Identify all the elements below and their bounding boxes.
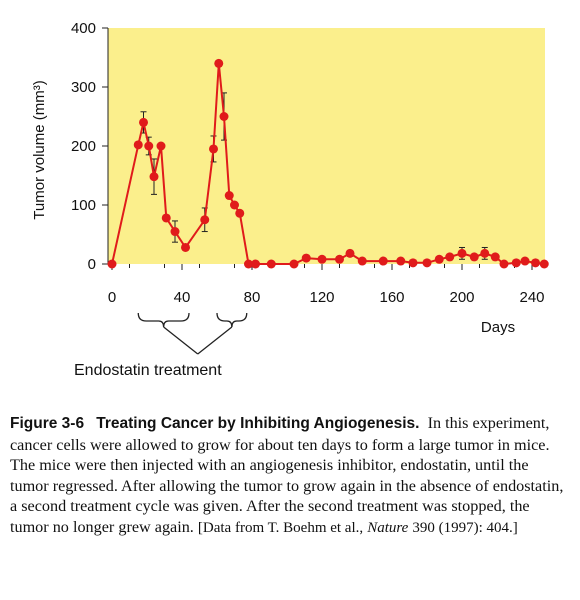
y-tick-label: 200 (71, 138, 96, 155)
treatment-braces (137, 312, 248, 355)
data-point (139, 117, 148, 127)
data-point (219, 112, 229, 121)
data-point (520, 256, 530, 266)
data-point (378, 256, 388, 266)
caption-source-prefix: [Data from T. Boehm et al., (197, 519, 364, 536)
x-tick-label: 80 (244, 289, 261, 306)
x-axis-ticks: 0 40 80 120 160 200 240 (108, 264, 545, 306)
data-point (480, 248, 490, 258)
tumor-volume-chart: 0 100 200 300 400 0 40 80 120 160 200 240 Tumor vo… (31, 20, 549, 379)
data-point (230, 200, 239, 210)
plot-background (108, 28, 545, 264)
caption-source-suffix: 390 (1997): 404.] (412, 519, 518, 536)
data-point (511, 258, 521, 268)
data-point (224, 191, 234, 201)
data-point (200, 215, 210, 225)
figure-label: Figure 3-6 (10, 415, 85, 432)
x-tick-label: 160 (379, 289, 404, 306)
data-point (149, 172, 159, 182)
data-point (107, 259, 117, 269)
data-point (335, 254, 344, 264)
data-point (434, 254, 444, 264)
data-points (107, 58, 549, 269)
data-point (289, 259, 299, 269)
y-tick-label: 400 (71, 20, 96, 37)
x-tick-label: 120 (309, 289, 334, 306)
data-point (445, 252, 455, 262)
data-point (266, 259, 276, 269)
series-line (111, 63, 545, 266)
data-point (181, 242, 190, 252)
data-point (301, 253, 311, 263)
data-point (396, 256, 406, 266)
x-tick-label: 200 (449, 289, 474, 306)
data-point (161, 213, 171, 223)
data-point (133, 140, 143, 150)
data-point (144, 141, 154, 151)
y-tick-label: 300 (71, 79, 96, 96)
data-point (490, 252, 500, 262)
x-tick-label: 40 (174, 289, 191, 306)
data-point (357, 256, 367, 266)
data-point (531, 258, 540, 268)
data-point (209, 144, 218, 154)
caption-journal: Nature (367, 519, 409, 536)
treatment-brace (216, 312, 248, 328)
data-point (469, 252, 479, 262)
x-tick-label: 0 (108, 289, 116, 306)
y-tick-label: 0 (88, 256, 96, 273)
data-point (457, 248, 467, 258)
treatment-brace (137, 312, 190, 328)
data-point (235, 208, 245, 218)
y-axis-title: Tumor volume (mm³) (31, 80, 48, 219)
data-point (422, 258, 432, 268)
figure-caption: Figure 3-6 Treating Cancer by Inhibiting… (10, 413, 570, 538)
caption-body: In this experiment, cancer cells were al… (10, 414, 564, 536)
annotation-connector (197, 326, 233, 355)
data-point (317, 254, 327, 264)
treatment-annotation: Endostatin treatment (74, 362, 222, 379)
x-axis-title: Days (481, 319, 515, 336)
y-tick-label: 100 (71, 197, 96, 214)
data-point (251, 259, 260, 269)
annotation-connector (163, 326, 199, 355)
data-point (499, 259, 509, 269)
data-point (539, 259, 549, 269)
figure-title: Treating Cancer by Inhibiting Angiogenes… (96, 415, 420, 432)
data-point (408, 258, 418, 268)
data-point (170, 227, 180, 237)
y-axis-ticks: 0 100 200 300 400 (71, 20, 108, 273)
data-point (156, 141, 166, 151)
x-tick-label: 240 (519, 289, 544, 306)
data-point (214, 58, 224, 68)
data-point (244, 259, 253, 269)
data-point (345, 248, 355, 258)
